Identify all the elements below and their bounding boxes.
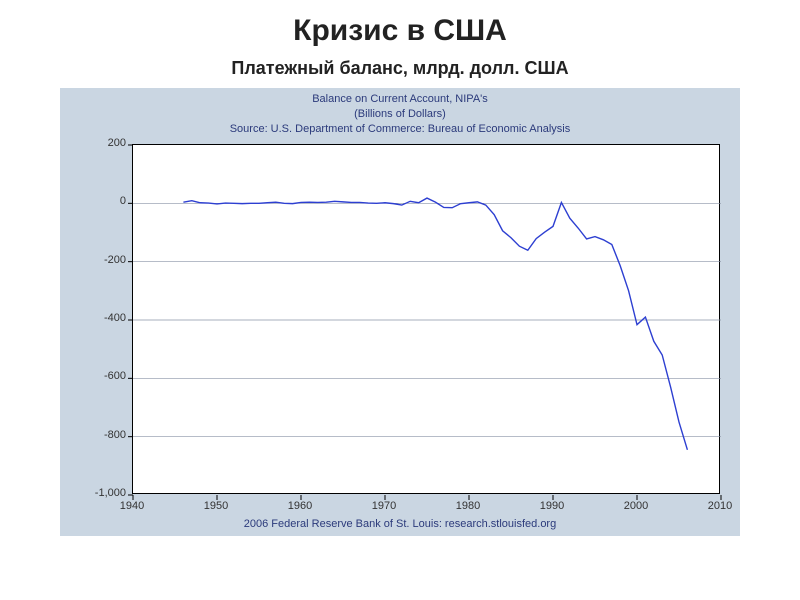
x-tick-label: 2000 — [616, 500, 656, 512]
chart-frame: Balance on Current Account, NIPA's (Bill… — [60, 88, 740, 536]
chart-footer: 2006 Federal Reserve Bank of St. Louis: … — [60, 518, 740, 530]
y-tick-label: -600 — [78, 370, 126, 382]
x-tick-label: 2010 — [700, 500, 740, 512]
chart-title-3: Source: U.S. Department of Commerce: Bur… — [60, 122, 740, 137]
chart-title-1: Balance on Current Account, NIPA's — [60, 92, 740, 107]
y-tick-label: 200 — [78, 137, 126, 149]
y-tick-label: -200 — [78, 254, 126, 266]
x-tick-label: 1970 — [364, 500, 404, 512]
plot-area — [132, 144, 720, 494]
y-tick-label: -800 — [78, 429, 126, 441]
y-tick-label: -1,000 — [78, 487, 126, 499]
data-line — [183, 198, 687, 450]
x-tick-label: 1950 — [196, 500, 236, 512]
chart-title-2: (Billions of Dollars) — [60, 107, 740, 122]
y-tick-label: -400 — [78, 312, 126, 324]
chart-header: Balance on Current Account, NIPA's (Bill… — [60, 88, 740, 137]
y-tick-label: 0 — [78, 195, 126, 207]
x-tick-label: 1980 — [448, 500, 488, 512]
page-subtitle: Платежный баланс, млрд. долл. США — [0, 58, 800, 79]
x-tick-label: 1960 — [280, 500, 320, 512]
x-tick-label: 1940 — [112, 500, 152, 512]
page-title: Кризис в США — [0, 0, 800, 48]
chart-svg — [133, 145, 721, 495]
x-tick-label: 1990 — [532, 500, 572, 512]
